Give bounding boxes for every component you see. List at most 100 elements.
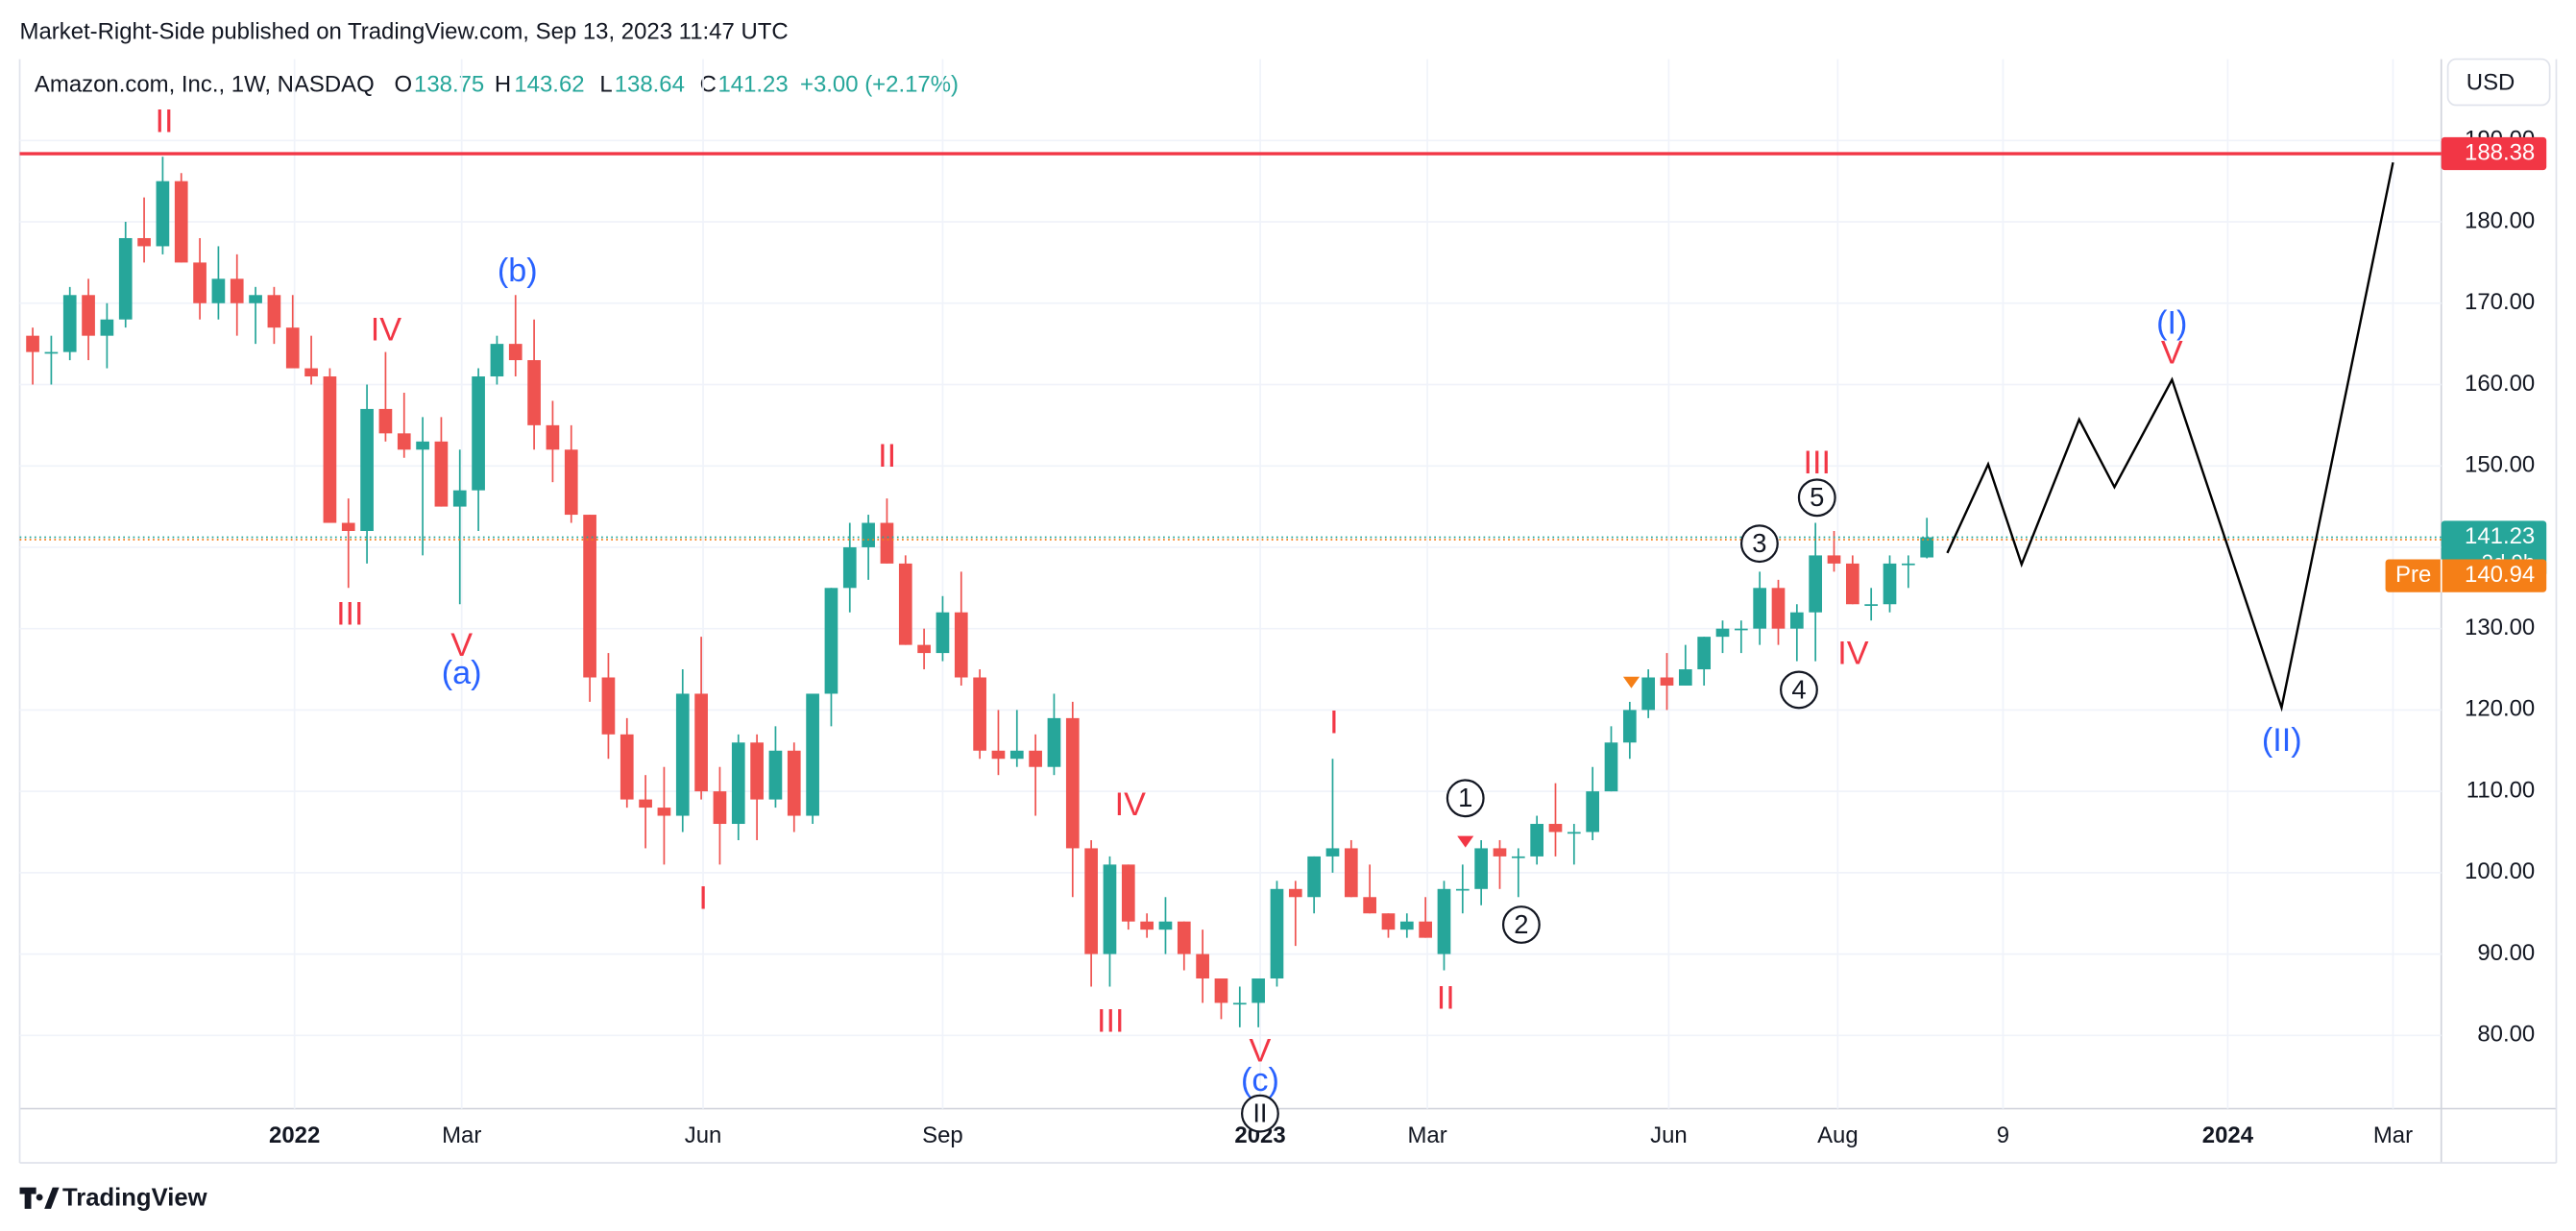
candle-body [1381,913,1396,930]
candle-body [118,237,133,320]
candle-body [1697,637,1712,670]
candle-body [1771,588,1786,629]
candle-body [1252,978,1265,1003]
wave-label: V [450,627,473,664]
candle-body [1399,921,1414,930]
y-tick-label: 170.00 [2465,289,2535,315]
candle-body [1604,742,1618,792]
wave-label: V [1250,1032,1272,1069]
candle-body [713,791,727,825]
wave-label: V [2161,334,2183,371]
wave-circle [1780,670,1818,710]
price-tag-label: 140.94 [2465,562,2535,588]
wave-circle [1501,905,1541,944]
candle-body [1586,791,1599,833]
candle-body [1641,677,1656,711]
candle-body [360,408,374,532]
candle-body [1660,677,1674,686]
signal-marker [1457,835,1474,848]
candle-body [174,181,188,263]
wave-label: (a) [442,655,482,691]
candle-body [44,351,59,354]
candle-body [1493,848,1507,857]
projection-line [1946,161,2394,712]
candle-body [26,335,39,352]
candle-body [917,644,931,654]
candle-body [1307,856,1321,898]
currency[interactable]: USD [2467,70,2515,96]
candle-body [750,742,764,800]
candle-body [100,319,114,336]
legend-label: O [395,71,413,97]
candle-body [880,522,894,564]
candle-body [452,490,467,507]
candle-body [1734,628,1748,631]
logo [19,1187,60,1209]
wave-label: II [156,103,174,139]
wave-circle [1739,524,1779,564]
x-tick-label: Mar [1407,1122,1446,1148]
candle-body [1437,888,1451,954]
candle-body [639,799,652,809]
candle-body [973,677,986,751]
candle-body [1214,978,1228,1003]
candle-body [397,433,411,450]
x-tick-label: 9 [1997,1122,2009,1148]
x-tick-label: Sep [922,1122,963,1148]
y-tick-label: 100.00 [2465,858,2535,884]
candle-body [768,750,783,800]
candle-body [1753,588,1767,629]
wave-label: I [698,880,708,916]
candle-body [490,344,504,377]
candle-body [249,295,262,303]
x-tick-label: Mar [2373,1122,2413,1148]
wave-label: IV [1837,636,1868,672]
wave-circle [1797,478,1836,518]
legend-value: 141.23 [717,71,788,97]
candle-body [1270,888,1284,979]
footer: TradingView [62,1184,207,1211]
wave-label: (b) [498,253,538,289]
candle-body [1622,710,1637,743]
candle-body [583,515,596,678]
candle-body [1902,563,1915,566]
price-tag-label: 188.38 [2465,139,2535,165]
y-tick-label: 110.00 [2467,777,2535,803]
candle-body [564,449,578,516]
y-tick-label: 120.00 [2465,696,2535,722]
wave-label: (c) [1241,1062,1279,1098]
candle-body [1288,888,1302,898]
wave-label: III [1804,445,1832,481]
wave-label: 1 [1458,783,1472,812]
candle-body [1344,848,1358,898]
wave-circle [1446,779,1485,818]
candle-body [1140,921,1154,930]
candle-body [137,237,151,247]
wave-label: 5 [1810,482,1824,512]
y-tick-label: 180.00 [2465,207,2535,233]
wave-label: II [878,438,896,474]
candle-body [936,612,950,654]
candle-body [1455,888,1470,891]
candle-body [508,344,522,361]
symbol-title: Amazon.com, Inc., 1W, NASDAQ [35,71,375,97]
candle-body [1567,832,1581,834]
y-tick-label: 80.00 [2477,1022,2535,1048]
plot-area [18,59,2558,1164]
candle-body [620,734,634,800]
wave-label: 3 [1752,528,1766,558]
candle-body [991,750,1006,760]
wave-circle [1240,1094,1279,1133]
x-tick-label: Mar [442,1122,481,1148]
candle-body [1548,824,1563,833]
candle-body [62,295,77,352]
candle-body [806,693,819,816]
candle-body [601,677,616,735]
candle-body [898,563,912,645]
currency-button[interactable] [2446,58,2551,107]
wave-label: III [336,595,364,632]
candle-body [1864,604,1879,606]
wave-label: IV [1115,786,1146,823]
header: Market-Right-Side published on TradingVi… [20,19,789,45]
legend-value: 138.64 [615,71,685,97]
